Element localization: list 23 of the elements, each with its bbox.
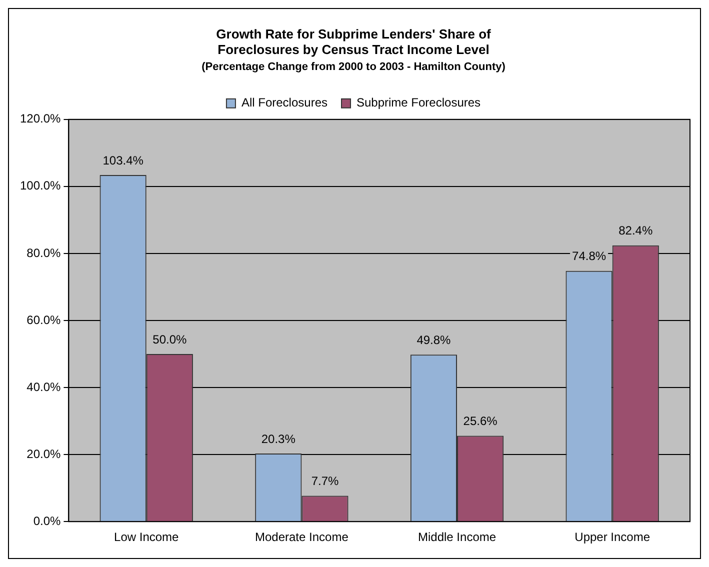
data-label: 7.7% bbox=[311, 474, 339, 488]
data-label: 74.8% bbox=[572, 249, 606, 264]
data-label: 20.3% bbox=[261, 432, 296, 446]
y-tick-label: 120.0% bbox=[20, 112, 62, 126]
x-tick-label: Low Income bbox=[114, 530, 180, 544]
chart-subtitle: (Percentage Change from 2000 to 2003 - Hamilton County) bbox=[202, 60, 506, 73]
y-tick-label: 60.0% bbox=[26, 312, 62, 327]
data-label: 49.8% bbox=[416, 333, 452, 347]
x-tick-label: Moderate Income bbox=[254, 530, 349, 544]
data-label: 103.4% bbox=[102, 153, 144, 168]
y-tick-label: 80.0% bbox=[26, 246, 62, 260]
data-label: 25.6% bbox=[463, 414, 498, 428]
data-label: 82.4% bbox=[618, 224, 653, 238]
y-tick-label: 100.0% bbox=[20, 178, 62, 193]
data-label: 50.0% bbox=[152, 332, 187, 346]
legend-label: All Foreclosures bbox=[241, 96, 328, 110]
y-tick-label: 20.0% bbox=[26, 446, 62, 461]
y-tick-label: 0.0% bbox=[33, 514, 62, 528]
x-tick-label: Middle Income bbox=[418, 530, 496, 544]
chart-title: Growth Rate for Subprime Lenders' Share of Foreclosures by Census Tract Income Level bbox=[216, 26, 492, 57]
x-tick-label: Upper Income bbox=[574, 530, 650, 544]
legend-label: Subprime Foreclosures bbox=[356, 96, 481, 110]
y-tick-label: 40.0% bbox=[26, 380, 62, 394]
